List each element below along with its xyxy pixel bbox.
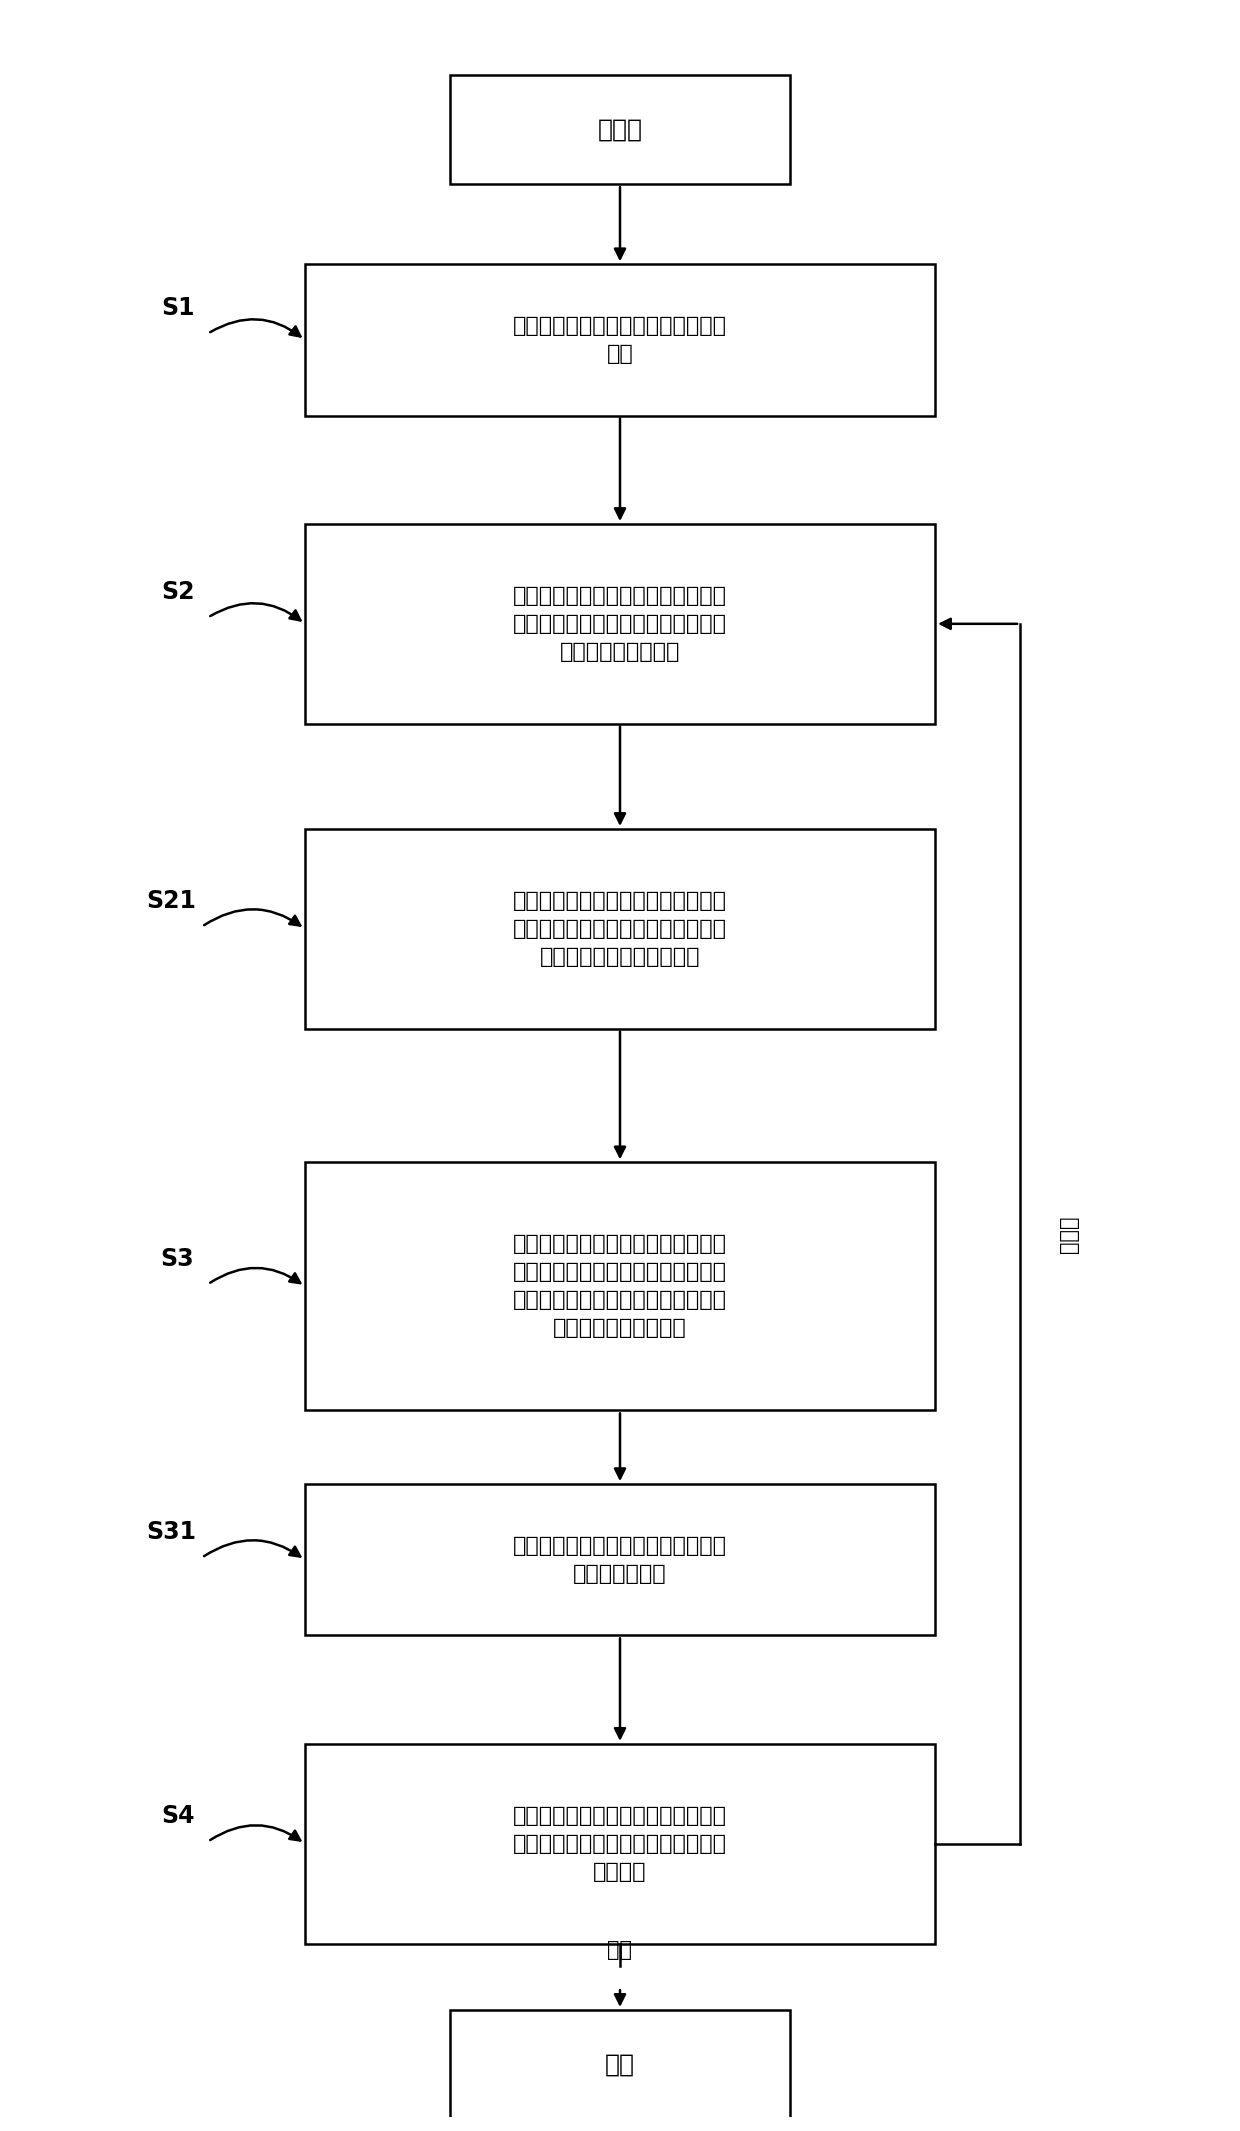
- Bar: [450, 75, 790, 183]
- Bar: [450, 2010, 790, 2118]
- Text: S21: S21: [146, 889, 196, 914]
- Bar: [305, 1743, 935, 1943]
- Text: 将处理烟包通过冷却输送带输送至第
二水分检测装置: 将处理烟包通过冷却输送带输送至第 二水分检测装置: [513, 1536, 727, 1583]
- Text: S2: S2: [161, 580, 195, 605]
- Text: 将处理烟包通过第二水分检测装置进
行水分检测，判断处理烟包的水分值
是否合格: 将处理烟包通过第二水分检测装置进 行水分检测，判断处理烟包的水分值 是否合格: [513, 1805, 727, 1882]
- Bar: [305, 829, 935, 1029]
- Text: 仓库: 仓库: [605, 2052, 635, 2076]
- Bar: [305, 1161, 935, 1411]
- Text: 将检测烟包输送至微波装置，并根据
检测烟包的水分值进行定量时间的微
波处理，实现对检测烟包的水分调节
及杀菌，得到处理烟包: 将检测烟包输送至微波装置，并根据 检测烟包的水分值进行定量时间的微 波处理，实现…: [513, 1234, 727, 1338]
- Text: 不合格: 不合格: [1059, 1215, 1079, 1253]
- Text: 通过第一水分检测装置检测原烟包的
水分值，得到检测烟包，每一个检测
烟包对应一个水分值: 通过第一水分检测装置检测原烟包的 水分值，得到检测烟包，每一个检测 烟包对应一个…: [513, 586, 727, 663]
- Text: S1: S1: [161, 296, 195, 320]
- Text: S31: S31: [146, 1519, 196, 1545]
- Bar: [305, 264, 935, 416]
- Text: 合格: 合格: [608, 1939, 632, 1961]
- Bar: [305, 1483, 935, 1634]
- Text: S4: S4: [161, 1805, 195, 1828]
- Bar: [305, 524, 935, 725]
- Text: 根据检测烟包水分值的不同，将检测
烟包通过烟包分选装置分选成若干个
不同水分值区间的检测烟包: 根据检测烟包水分值的不同，将检测 烟包通过烟包分选装置分选成若干个 不同水分值区…: [513, 891, 727, 967]
- Text: 原烟包: 原烟包: [598, 117, 642, 141]
- Text: 将原烟包卸车并输送至第一水分检测
装置: 将原烟包卸车并输送至第一水分检测 装置: [513, 315, 727, 364]
- Text: S3: S3: [161, 1247, 195, 1270]
